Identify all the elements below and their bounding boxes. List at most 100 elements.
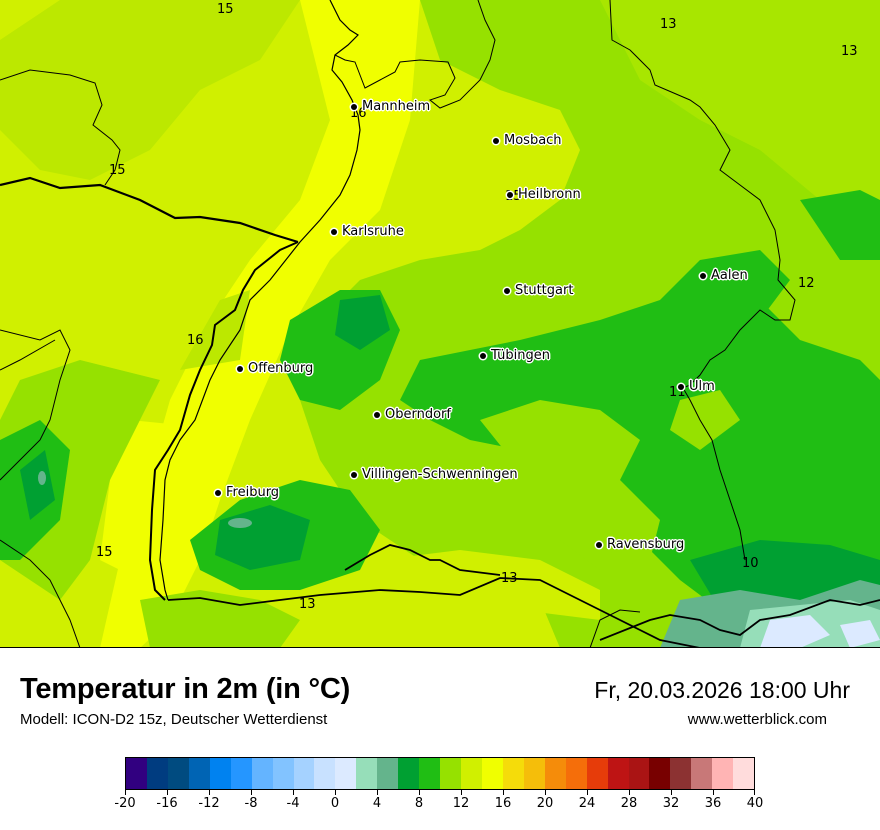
colorbar-segment — [419, 758, 441, 789]
colorbar-segment — [691, 758, 713, 789]
city-label: Ulm — [678, 380, 715, 393]
colorbar-segment — [377, 758, 399, 789]
model-source: Modell: ICON-D2 15z, Deutscher Wetterdie… — [20, 711, 328, 728]
city-name: Oberndorf — [385, 407, 451, 422]
colorbar-segment — [188, 758, 210, 789]
city-label: Ravensburg — [596, 538, 684, 551]
city-name: Mosbach — [504, 133, 562, 148]
colorbar-segment — [126, 758, 147, 789]
colorbar-tick-label: 4 — [372, 796, 382, 811]
colorbar-segment — [544, 758, 566, 789]
colorbar-tick — [335, 790, 336, 795]
colorbar-segment — [649, 758, 671, 789]
colorbar-segment — [565, 758, 587, 789]
colorbar-tick-label: 24 — [578, 796, 596, 811]
colorbar-segment — [335, 758, 357, 789]
colorbar-tick-label: -8 — [244, 796, 258, 811]
city-marker-icon — [504, 287, 510, 294]
colorbar-segment — [712, 758, 734, 789]
city-name: Heilbronn — [518, 187, 581, 202]
colorbar-tick — [125, 790, 126, 795]
colorbar-tick-label: -4 — [286, 796, 300, 811]
colorbar-tick — [545, 790, 546, 795]
colorbar-tick-label: -16 — [156, 796, 178, 811]
colorbar-tick — [377, 790, 378, 795]
city-marker-icon — [331, 228, 337, 235]
isotherm-label: 16 — [187, 333, 204, 348]
city-label: Stuttgart — [504, 284, 573, 297]
isotherm-label: 13 — [299, 597, 316, 612]
isotherm-label: 10 — [742, 556, 759, 571]
colorbar-tick — [419, 790, 420, 795]
colorbar-segment — [293, 758, 315, 789]
isotherm-label: 15 — [109, 163, 126, 178]
colorbar-tick-label: 8 — [414, 796, 424, 811]
colorbar-segment — [314, 758, 336, 789]
colorbar-ticks: -20 -16 -12 -8 -4 0 4 8 12 16 20 24 28 32 36 40 — [114, 790, 763, 820]
isotherm-label: 13 — [660, 17, 677, 32]
city-label: Freiburg — [215, 486, 279, 499]
colorbar-tick — [293, 790, 294, 795]
colorbar-tick-label: 36 — [704, 796, 722, 811]
city-marker-icon — [678, 383, 684, 390]
city-marker-icon — [374, 411, 380, 418]
city-label: Tübingen — [480, 349, 550, 362]
colorbar-tick-label: 20 — [536, 796, 554, 811]
colorbar-tick — [671, 790, 672, 795]
city-name: Tübingen — [491, 348, 550, 363]
colorbar-segment — [586, 758, 608, 789]
isotherm-label: 13 — [501, 571, 518, 586]
city-marker-icon — [700, 272, 706, 279]
colorbar-tick — [503, 790, 504, 795]
city-marker-icon — [480, 352, 486, 359]
colorbar-tick-label: 40 — [746, 796, 764, 811]
colorbar-segment — [440, 758, 461, 789]
city-label: Heilbronn — [507, 188, 581, 201]
colorbar-segment — [209, 758, 231, 789]
city-name: Stuttgart — [515, 283, 574, 298]
colorbar-segment — [146, 758, 168, 789]
city-marker-icon — [215, 489, 221, 496]
temperature-colorbar — [125, 757, 755, 790]
city-name: Freiburg — [226, 485, 280, 500]
colorbar-tick-label: 28 — [620, 796, 638, 811]
colorbar-tick — [209, 790, 210, 795]
isotherm-label: 12 — [798, 276, 815, 291]
city-name: Ravensburg — [607, 537, 685, 552]
isotherm-label: 15 — [96, 545, 113, 560]
city-label: Oberndorf — [374, 408, 451, 421]
colorbar-tick — [251, 790, 252, 795]
colorbar-segment — [167, 758, 189, 789]
city-marker-icon — [351, 103, 357, 110]
city-name: Ulm — [689, 379, 715, 394]
colorbar-segment — [461, 758, 482, 789]
colorbar-segment — [251, 758, 273, 789]
city-marker-icon — [596, 541, 602, 548]
colorbar-segment — [628, 758, 650, 789]
website-link[interactable]: www.wetterblick.com — [687, 711, 827, 728]
city-marker-icon — [351, 471, 357, 478]
chart-title: Temperatur in 2m (in °C) — [20, 673, 351, 705]
colorbar-tick — [629, 790, 630, 795]
colorbar-tick-label: -12 — [198, 796, 220, 811]
colorbar-segment — [356, 758, 378, 789]
isotherm-label: 16 — [350, 106, 367, 121]
colorbar-tick-label: -20 — [114, 796, 136, 811]
temperature-map: 15 13 13 16 15 15 12 16 11 15 13 10 13 Mannheim Mosba… — [0, 0, 880, 648]
city-name: Villingen-Schwenningen — [362, 467, 518, 482]
isotherm-label: 13 — [841, 44, 858, 59]
colorbar-segment — [523, 758, 545, 789]
forecast-datetime: Fr, 20.03.2026 18:00 Uhr — [594, 677, 850, 703]
city-marker-icon — [237, 365, 243, 372]
colorbar-segment — [272, 758, 294, 789]
colorbar-segment — [230, 758, 252, 789]
city-label: Offenburg — [237, 362, 313, 375]
isotherm-label: 15 — [217, 2, 234, 17]
colorbar-tick-label: 16 — [494, 796, 512, 811]
city-name: Aalen — [711, 268, 748, 283]
city-label: Aalen — [700, 269, 748, 282]
temperature-field — [0, 0, 880, 647]
colorbar-tick — [587, 790, 588, 795]
colorbar-segment — [607, 758, 629, 789]
city-label: Mannheim — [351, 100, 430, 113]
